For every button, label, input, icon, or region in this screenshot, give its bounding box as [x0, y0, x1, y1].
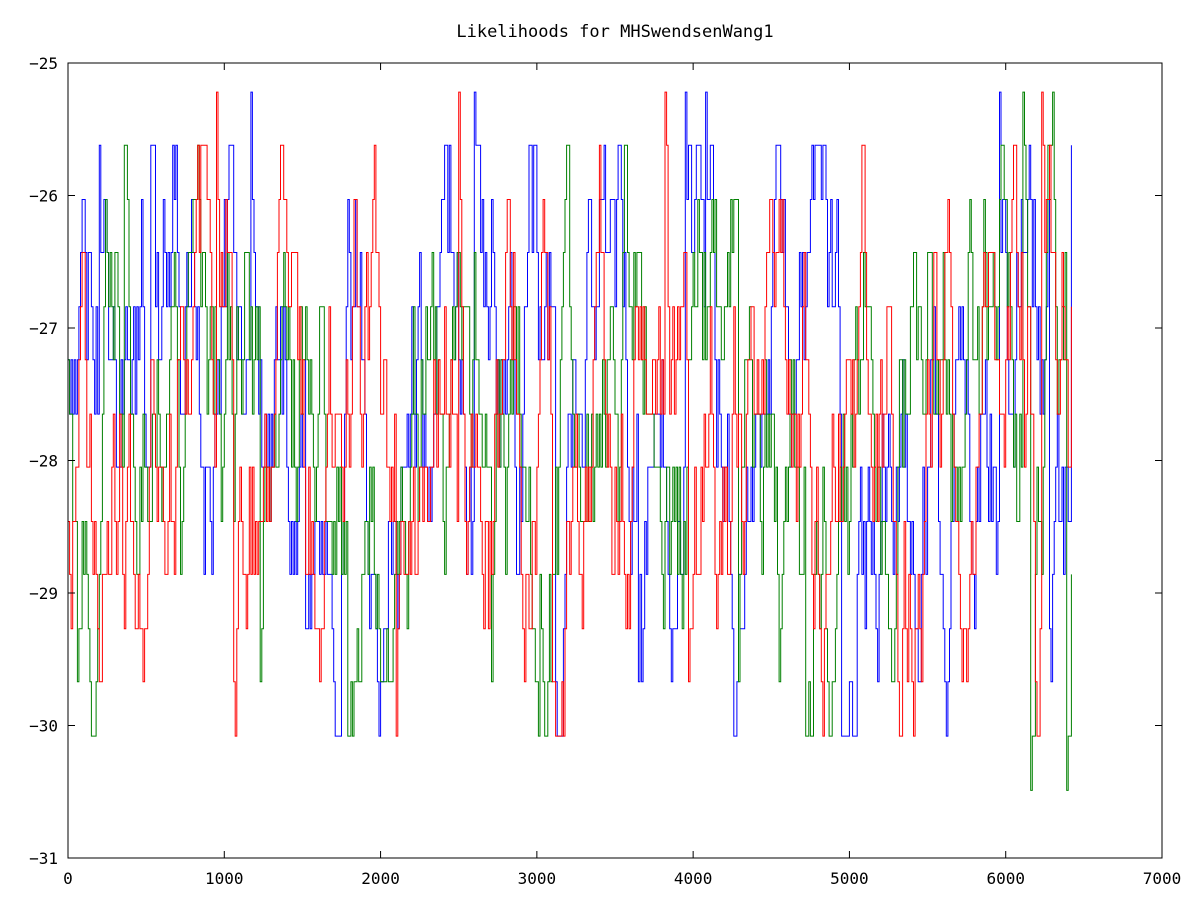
y-tick-label: −30: [29, 717, 58, 736]
series-layer: [68, 91, 1072, 791]
x-tick-label: 1000: [205, 869, 244, 888]
y-axis: −31 −30 −29 −28 −27 −26 −25: [29, 54, 1162, 868]
trace-line-0: [68, 91, 1072, 737]
y-tick-label: −28: [29, 452, 58, 471]
x-tick-label: 4000: [674, 869, 713, 888]
y-tick-label: −31: [29, 849, 58, 868]
y-tick-label: −25: [29, 54, 58, 73]
y-tick-label: −29: [29, 584, 58, 603]
x-tick-label: 7000: [1143, 869, 1182, 888]
y-tick-label: −26: [29, 187, 58, 206]
x-tick-label: 2000: [361, 869, 400, 888]
x-tick-label: 6000: [986, 869, 1025, 888]
chart-title: Likelihoods for MHSwendsenWang1: [456, 22, 773, 42]
plot-frame: [67, 62, 1163, 859]
x-tick-label: 0: [63, 869, 73, 888]
x-tick-label: 5000: [830, 869, 869, 888]
x-axis: 0 1000 2000 3000 4000 5000 6000 7000: [63, 63, 1181, 888]
y-tick-label: −27: [29, 319, 58, 338]
trace-line-1: [68, 91, 1072, 791]
trace-line-2: [68, 91, 1072, 737]
x-tick-label: 3000: [518, 869, 557, 888]
